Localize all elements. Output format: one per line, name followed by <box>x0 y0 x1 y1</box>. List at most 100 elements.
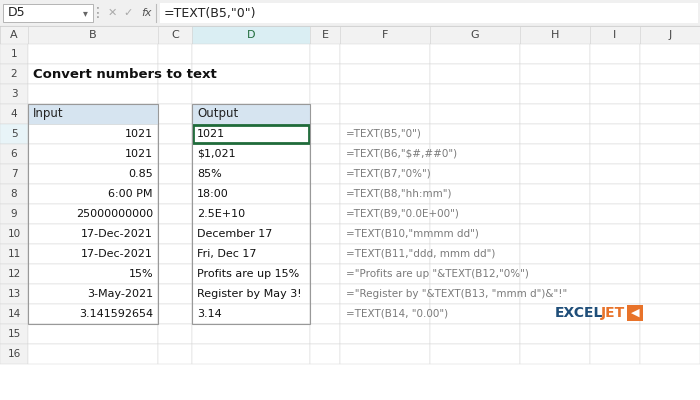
Bar <box>310 324 340 344</box>
Text: F: F <box>382 30 388 40</box>
Text: ✓: ✓ <box>123 8 133 18</box>
Text: Profits are up 15%: Profits are up 15% <box>197 269 300 279</box>
Bar <box>0 124 28 144</box>
Text: 9: 9 <box>10 209 18 219</box>
Bar <box>590 144 640 164</box>
Text: C: C <box>171 30 179 40</box>
Bar <box>430 164 520 184</box>
Text: ✕: ✕ <box>107 8 117 18</box>
Bar <box>0 26 28 44</box>
Bar <box>640 184 700 204</box>
Bar <box>28 124 158 144</box>
Bar <box>430 124 520 144</box>
Bar <box>520 244 590 264</box>
Bar <box>0 184 28 204</box>
Bar <box>0 304 28 324</box>
Bar <box>310 104 340 124</box>
Bar <box>590 204 640 224</box>
Bar <box>340 264 430 284</box>
Bar <box>28 164 158 184</box>
Text: $1,021: $1,021 <box>197 149 236 159</box>
Bar <box>640 344 700 364</box>
Bar <box>430 224 520 244</box>
Bar <box>520 344 590 364</box>
Bar <box>340 204 430 224</box>
Bar <box>590 324 640 344</box>
Text: Output: Output <box>197 108 238 120</box>
Bar <box>590 244 640 264</box>
Bar <box>590 26 640 44</box>
Bar <box>192 64 310 84</box>
Bar <box>430 104 520 124</box>
Text: Input: Input <box>33 108 64 120</box>
Bar <box>158 244 192 264</box>
Bar <box>430 144 520 164</box>
Bar <box>192 44 310 64</box>
Text: EXCEL: EXCEL <box>555 306 603 320</box>
Bar <box>590 164 640 184</box>
Bar <box>310 344 340 364</box>
Text: Register by May 3!: Register by May 3! <box>197 289 302 299</box>
Bar <box>310 244 340 264</box>
Bar <box>192 26 310 44</box>
Bar <box>28 344 158 364</box>
Bar <box>0 144 28 164</box>
Bar <box>0 284 28 304</box>
Text: 0.85: 0.85 <box>128 169 153 179</box>
Bar <box>3 4 93 22</box>
Bar <box>520 26 590 44</box>
Bar <box>192 224 310 244</box>
Bar <box>28 104 158 324</box>
Bar <box>310 124 340 144</box>
Bar <box>430 26 520 44</box>
Bar <box>192 184 310 204</box>
Bar <box>430 244 520 264</box>
Text: B: B <box>89 30 97 40</box>
Bar <box>310 164 340 184</box>
Bar <box>640 144 700 164</box>
Bar <box>640 284 700 304</box>
Bar <box>430 324 520 344</box>
Bar <box>590 104 640 124</box>
Bar <box>192 324 310 344</box>
Bar <box>640 64 700 84</box>
Bar <box>310 26 340 44</box>
Bar <box>28 304 158 324</box>
Bar <box>0 244 28 264</box>
Bar <box>430 304 520 324</box>
Bar <box>28 264 158 284</box>
Bar <box>0 344 28 364</box>
Bar <box>340 64 430 84</box>
Bar <box>28 144 158 164</box>
Bar <box>158 44 192 64</box>
Bar <box>192 104 310 124</box>
Text: H: H <box>551 30 559 40</box>
Text: 1021: 1021 <box>125 129 153 139</box>
Bar <box>640 244 700 264</box>
Text: I: I <box>613 30 617 40</box>
Bar <box>310 264 340 284</box>
Bar <box>520 104 590 124</box>
Text: =TEXT(B5,"0"): =TEXT(B5,"0") <box>164 6 256 20</box>
Bar <box>158 144 192 164</box>
Bar <box>590 344 640 364</box>
Bar <box>158 124 192 144</box>
Bar <box>192 244 310 264</box>
Bar <box>310 304 340 324</box>
Bar <box>192 304 310 324</box>
Bar <box>520 64 590 84</box>
Bar <box>192 264 310 284</box>
Bar <box>192 124 310 144</box>
Bar <box>590 224 640 244</box>
Bar <box>640 304 700 324</box>
Bar <box>192 104 310 324</box>
Text: 3: 3 <box>10 89 18 99</box>
Bar <box>590 64 640 84</box>
Text: 15: 15 <box>8 329 20 339</box>
Bar <box>28 324 158 344</box>
Bar <box>28 44 158 64</box>
Bar <box>430 344 520 364</box>
Bar <box>640 84 700 104</box>
Bar <box>158 164 192 184</box>
Text: 25000000000: 25000000000 <box>76 209 153 219</box>
